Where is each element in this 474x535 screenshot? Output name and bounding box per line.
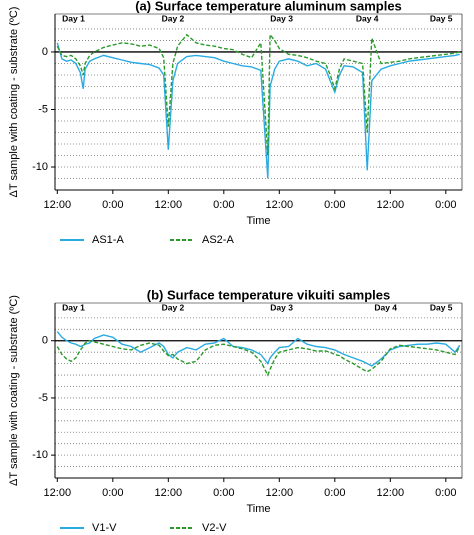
x-tick-label: 0:00 — [324, 199, 345, 211]
series-line — [56, 32, 460, 156]
day-label: Day 2 — [162, 13, 185, 23]
y-tick-label: -5 — [38, 103, 48, 115]
y-axis-label: ΔT sample with coating - substrate (ºC) — [8, 295, 20, 486]
day-label: Day 5 — [430, 13, 453, 23]
chart-title: (a) Surface temperature aluminum samples — [135, 0, 402, 13]
day-label: Day 4 — [374, 302, 397, 312]
y-tick-label: -10 — [32, 449, 48, 461]
legend-label: AS1-A — [92, 234, 124, 246]
x-tick-label: 0:00 — [213, 199, 234, 211]
x-tick-label: 0:00 — [102, 199, 123, 211]
x-tick-label: 12:00 — [44, 487, 72, 499]
legend-label: V2-V — [202, 522, 227, 534]
day-label: Day 5 — [430, 302, 453, 312]
x-tick-label: 12:00 — [377, 199, 405, 211]
x-tick-label: 0:00 — [324, 487, 345, 499]
day-label: Day 2 — [162, 302, 185, 312]
series-line — [56, 339, 461, 377]
day-label: Day 3 — [270, 13, 293, 23]
x-tick-label: 12:00 — [377, 487, 405, 499]
y-tick-label: -5 — [38, 392, 48, 404]
x-tick-label: 12:00 — [44, 199, 72, 211]
x-tick-label: 0:00 — [213, 487, 234, 499]
x-tick-label: 12:00 — [266, 199, 294, 211]
series-line — [56, 42, 460, 179]
legend-label: V1-V — [92, 522, 117, 534]
y-tick-label: 0 — [42, 335, 48, 347]
x-tick-label: 0:00 — [102, 487, 123, 499]
y-tick-label: -10 — [32, 161, 48, 173]
x-axis-label: Time — [246, 503, 270, 515]
x-tick-label: 12:00 — [155, 487, 183, 499]
day-label: Day 4 — [356, 13, 379, 23]
x-tick-label: 12:00 — [155, 199, 183, 211]
x-tick-label: 0:00 — [435, 487, 456, 499]
x-tick-label: 0:00 — [435, 199, 456, 211]
chart-title: (b) Surface temperature vikuiti samples — [147, 287, 390, 302]
legend-label: AS2-A — [202, 234, 234, 246]
day-label: Day 1 — [62, 302, 85, 312]
series-line — [56, 331, 461, 367]
day-label: Day 1 — [62, 13, 85, 23]
y-tick-label: 0 — [42, 46, 48, 58]
x-axis-label: Time — [246, 215, 270, 227]
day-label: Day 3 — [270, 302, 293, 312]
x-tick-label: 12:00 — [266, 487, 294, 499]
y-axis-label: ΔT sample with coating - substrate (ºC) — [8, 7, 20, 198]
